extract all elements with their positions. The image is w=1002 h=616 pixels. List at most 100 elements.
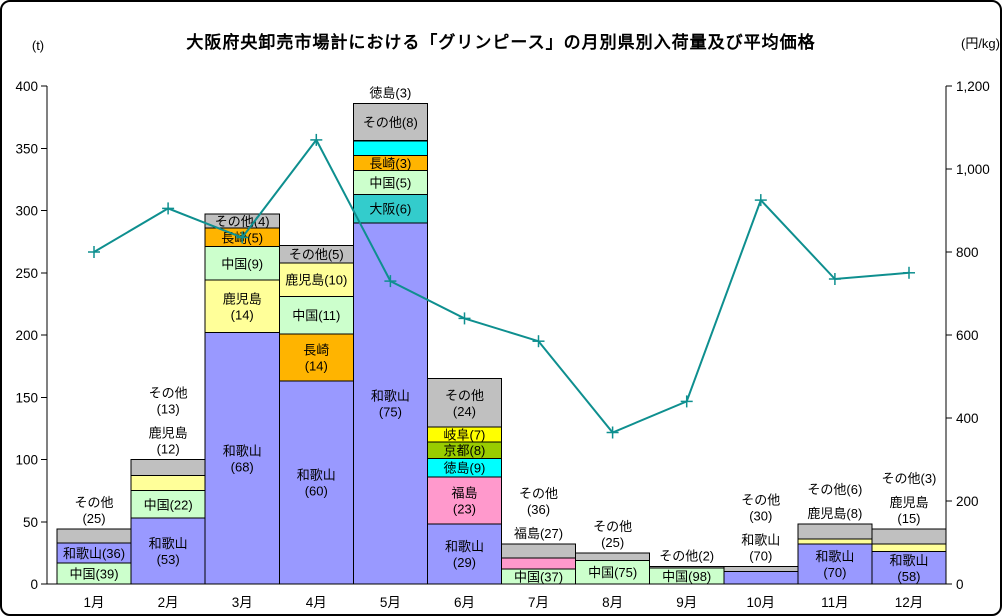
bar-above-label: (12) (157, 442, 180, 457)
bar-above-label: その他 (741, 493, 780, 508)
bar-segment-label: 和歌山(36) (63, 546, 125, 561)
bar-segment-label: (23) (453, 502, 476, 517)
bar-above-label: (70) (749, 549, 772, 564)
bar-segment-label: その他(8) (363, 115, 418, 130)
bar-above-label: その他 (149, 386, 188, 401)
bar-segment-label: 和歌山 (223, 443, 262, 458)
bar-segment-label: その他(4) (215, 214, 270, 229)
chart-graphics: 中国(39)和歌山(36)その他(25)1月和歌山(53)中国(22)鹿児島(1… (15, 36, 1000, 610)
bar-segment-label: 中国(75) (588, 565, 637, 580)
left-axis-tick-label: 300 (15, 204, 38, 219)
bar-segment-label: 長崎(3) (369, 156, 411, 171)
left-axis-tick-label: 250 (15, 266, 38, 281)
month-label: 6月 (454, 595, 475, 610)
bar-segment-label: 中国(98) (662, 569, 711, 584)
left-axis-tick-label: 350 (15, 141, 38, 156)
bar-segment (130, 459, 206, 477)
bar-segment-label: (53) (157, 552, 180, 567)
bar-segment (871, 543, 947, 553)
bar-above-label: その他 (593, 519, 632, 534)
month-label: 1月 (84, 595, 105, 610)
bar-above-label: (13) (157, 402, 180, 417)
bar-segment-label: (24) (453, 404, 476, 419)
bar-segment-label: 岐阜(7) (444, 428, 486, 443)
bar-segment-label: 大阪(6) (369, 202, 411, 217)
bar-segment-label: (70) (823, 565, 846, 580)
bar-above-label: 鹿児島(8) (807, 506, 862, 521)
month-label: 5月 (380, 595, 401, 610)
bar-segment (723, 571, 799, 585)
left-axis-tick-label: 200 (15, 328, 38, 343)
bar-above-label: その他(6) (807, 482, 862, 497)
bar-segment (575, 552, 651, 561)
bar-above-label: その他(3) (882, 471, 937, 486)
bar-segment (426, 476, 502, 525)
left-axis-unit: (t) (32, 38, 44, 53)
bar-segment-label: 福島 (451, 486, 477, 501)
bar-segment-label: その他 (445, 388, 484, 403)
bar-segment (352, 193, 428, 224)
bar-segment-label: 中国(39) (69, 566, 118, 581)
bar-segment (797, 538, 873, 545)
bar-segment (426, 378, 502, 428)
left-axis-tick-label: 150 (15, 390, 38, 405)
left-axis-tick-label: 400 (15, 79, 38, 94)
bar-segment (649, 566, 725, 569)
bar-segment-label: (29) (453, 555, 476, 570)
bar-segment-label: (58) (897, 569, 920, 584)
bar-segment-label: 和歌山 (815, 549, 854, 564)
bar-segment-label: 鹿児島(10) (285, 273, 347, 288)
bar-segment (56, 528, 132, 544)
bar-segment (130, 517, 206, 585)
month-label: 2月 (158, 595, 179, 610)
bar-segment-label: その他(5) (289, 247, 344, 262)
bar-above-label: 鹿児島 (149, 426, 188, 441)
month-label: 11月 (821, 595, 849, 610)
bar-segment-label: 和歌山 (297, 468, 336, 483)
bar-segment-label: 京都(8) (444, 443, 486, 458)
right-axis-tick-label: 400 (956, 411, 979, 426)
right-axis-tick-label: 0 (956, 577, 964, 592)
bar-segment (723, 566, 799, 573)
month-label: 9月 (676, 595, 697, 610)
bar-segment-label: 中国(22) (144, 497, 193, 512)
month-label: 4月 (306, 595, 327, 610)
bar-segment (204, 332, 280, 585)
right-axis-unit: (円/kg) (961, 36, 1000, 51)
bar-segment-label: 和歌山 (149, 536, 188, 551)
bar-above-label: 鹿児島 (889, 495, 928, 510)
month-label: 10月 (747, 595, 776, 610)
month-label: 8月 (602, 595, 623, 610)
bar-segment (352, 140, 428, 157)
bar-above-label: (36) (527, 502, 550, 517)
bar-segment (426, 523, 502, 585)
bar-segment-label: (75) (379, 405, 402, 420)
bar-above-label: その他 (519, 486, 558, 501)
bar-segment (352, 102, 428, 142)
month-label: 3月 (232, 595, 253, 610)
bar-above-label: (25) (601, 535, 624, 550)
bar-above-label: 福島(27) (514, 526, 563, 541)
right-axis-tick-label: 800 (956, 245, 979, 260)
bar-segment (797, 543, 873, 585)
bar-segment-label: 和歌山 (371, 389, 410, 404)
left-axis-tick-label: 100 (15, 453, 38, 468)
bar-segment-label: 和歌山 (445, 539, 484, 554)
bar-segment (797, 523, 873, 540)
bar-segment-label: (14) (231, 307, 254, 322)
month-label: 12月 (895, 595, 924, 610)
bar-segment-label: 中国(5) (369, 176, 411, 191)
left-axis-tick-label: 50 (23, 515, 38, 530)
bar-segment (204, 213, 280, 229)
month-label: 7月 (528, 595, 549, 610)
bar-segment-label: 徳島(9) (444, 461, 486, 476)
bar-segment-label: 中国(11) (292, 308, 340, 323)
bar-segment (130, 475, 206, 492)
right-axis-tick-label: 1,200 (956, 79, 990, 94)
bar-above-label: (30) (749, 509, 772, 524)
bar-above-label: 徳島(3) (369, 85, 411, 100)
bar-above-label: その他(2) (659, 549, 714, 564)
price-line (93, 138, 910, 434)
left-axis-tick-label: 0 (30, 577, 38, 592)
